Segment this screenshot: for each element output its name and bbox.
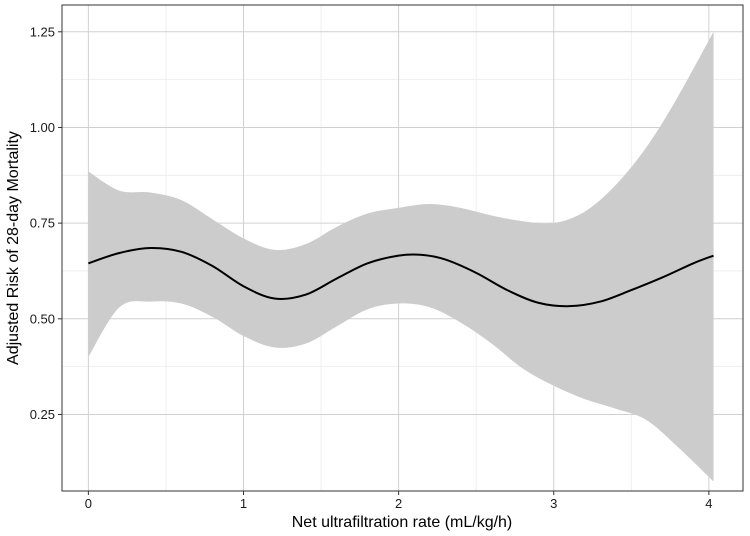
x-tick-label: 4 xyxy=(705,496,712,511)
x-tick-label: 1 xyxy=(240,496,247,511)
plot-border xyxy=(61,4,744,492)
y-tick-label: 0.75 xyxy=(30,216,55,231)
y-axis-title: Adjusted Risk of 28-day Mortality xyxy=(5,131,22,365)
risk-curve xyxy=(88,246,714,308)
confidence-band xyxy=(88,31,714,482)
x-axis: 0 1 2 3 4 xyxy=(85,491,712,511)
x-tick-label: 3 xyxy=(550,496,557,511)
x-tick-label: 2 xyxy=(395,496,402,511)
y-tick-label: 1.25 xyxy=(30,24,55,39)
y-tick-label: 1.00 xyxy=(30,120,55,135)
y-axis: 0.25 0.50 0.75 1.00 1.25 xyxy=(30,24,62,422)
y-tick-label: 0.25 xyxy=(30,407,55,422)
x-axis-title: Net ultrafiltration rate (mL/kg/h) xyxy=(292,514,513,531)
y-tick-label: 0.50 xyxy=(30,311,55,326)
x-tick-label: 0 xyxy=(85,496,92,511)
